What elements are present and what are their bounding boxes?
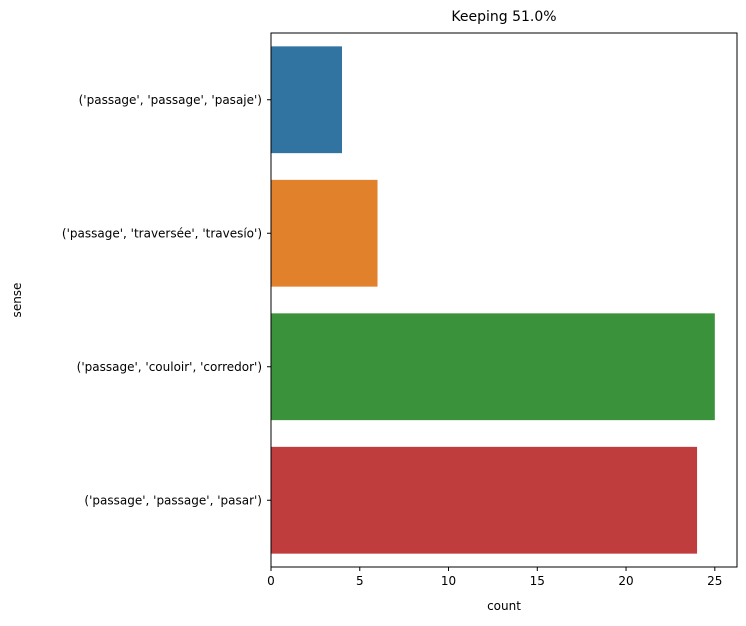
x-tick-label-0: 0 [267,574,275,588]
x-tick-label-5: 25 [707,574,722,588]
chart-title: Keeping 51.0% [451,9,556,25]
y-tick-label-2: ('passage', 'couloir', 'corredor') [77,360,262,374]
y-ticks: ('passage', 'passage', 'pasaje') ('passag… [62,93,271,507]
bar-3 [271,446,698,554]
y-tick-label-3: ('passage', 'passage', 'pasar') [84,493,262,507]
bar-0 [271,46,343,154]
axes-layer [270,32,738,568]
bars-layer [271,46,715,554]
x-tick-label-1: 5 [356,574,364,588]
bar-2 [271,313,715,421]
x-tick-label-4: 20 [618,574,633,588]
x-tick-label-3: 15 [530,574,545,588]
bar-1 [271,179,378,287]
x-axis-label: count [487,599,521,613]
y-axis-label: sense [10,283,24,318]
y-tick-label-1: ('passage', 'traversée', 'travesío') [62,226,262,240]
plot-frame [270,32,738,568]
x-ticks: 0 5 10 15 20 25 [267,567,722,588]
y-tick-label-0: ('passage', 'passage', 'pasaje') [79,93,262,107]
x-tick-label-2: 10 [441,574,456,588]
